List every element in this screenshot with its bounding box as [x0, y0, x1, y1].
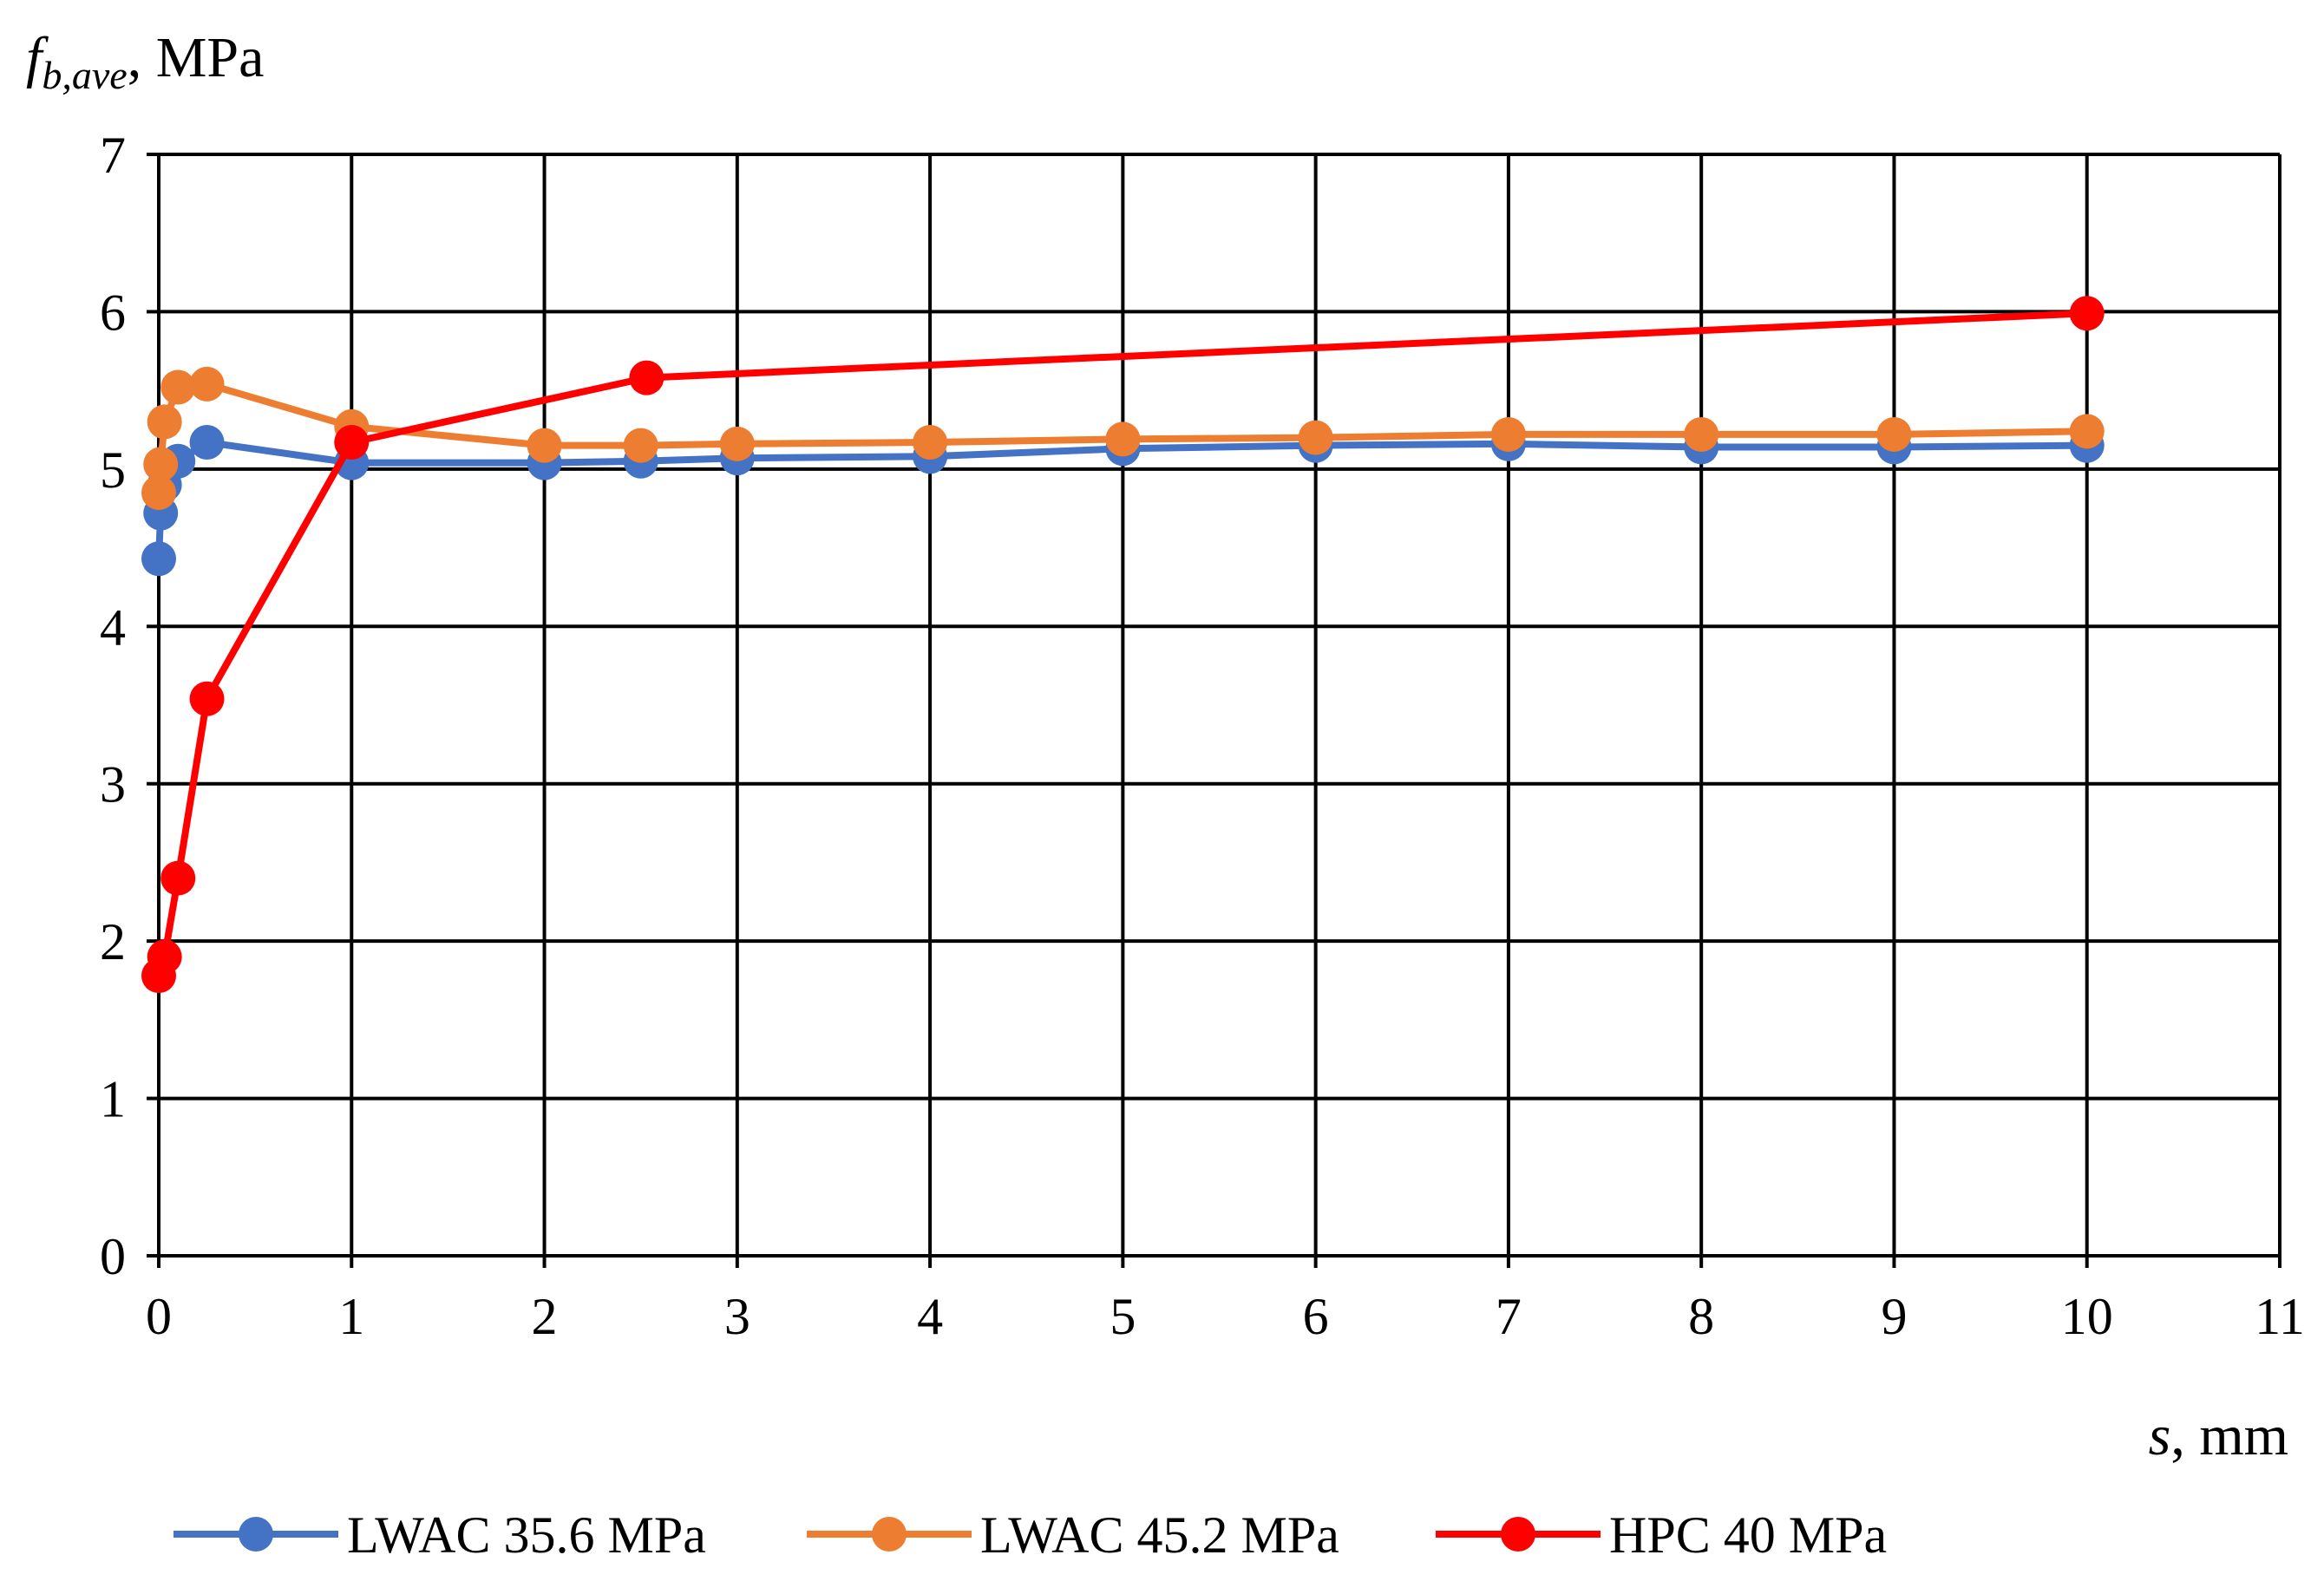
x-tick-label: 4 — [917, 1288, 943, 1345]
y-tick-label: 7 — [100, 127, 126, 184]
data-point — [141, 475, 176, 511]
data-point — [1105, 421, 1141, 457]
data-point — [141, 541, 176, 577]
y-tick-label: 1 — [100, 1071, 126, 1128]
legend-label: HPC 40 MPa — [1609, 1506, 1887, 1564]
data-point — [334, 425, 370, 461]
data-point — [1490, 416, 1526, 452]
legend-marker — [872, 1517, 907, 1552]
x-tick-label: 1 — [338, 1288, 364, 1345]
x-tick-label: 10 — [2061, 1288, 2113, 1345]
data-point — [147, 939, 182, 975]
data-point — [623, 428, 658, 463]
series-line — [155, 380, 2087, 493]
x-tick-label: 11 — [2255, 1288, 2305, 1345]
y-axis-title-sub: b,ave — [42, 53, 127, 97]
data-point — [1876, 416, 1912, 452]
legend-marker — [239, 1517, 273, 1552]
data-point — [719, 426, 755, 461]
x-axis-title: s, mm — [2149, 1404, 2288, 1467]
legend-label: LWAC 35.6 MPa — [347, 1506, 706, 1564]
x-axis-title-main: s — [2149, 1404, 2171, 1467]
x-tick-label: 5 — [1110, 1288, 1136, 1345]
data-point — [143, 447, 179, 482]
data-point — [1298, 420, 1333, 455]
y-axis-title: fb,ave, MPa — [26, 26, 264, 97]
y-tick-label: 5 — [100, 441, 126, 499]
data-point — [629, 360, 664, 395]
legend-item: LWAC 45.2 MPa — [807, 1506, 1339, 1564]
y-axis-title-unit: , MPa — [128, 26, 265, 89]
legend-label: LWAC 45.2 MPa — [980, 1506, 1339, 1564]
grid — [159, 153, 2281, 1256]
x-tick-label: 8 — [1688, 1288, 1714, 1345]
x-tick-label: 2 — [532, 1288, 558, 1345]
legend-item: HPC 40 MPa — [1436, 1506, 1887, 1564]
data-point — [160, 369, 196, 405]
x-tick-label: 0 — [146, 1288, 172, 1345]
data-point — [1684, 416, 1719, 452]
legend-item: LWAC 35.6 MPa — [173, 1506, 706, 1564]
series-3 — [141, 296, 2105, 994]
tick-labels: 0 1 2 3 4 5 6 7 8 9 10 11 0 1 2 3 4 5 6 7 — [100, 127, 2305, 1345]
y-tick-label: 2 — [100, 913, 126, 970]
x-tick-label: 9 — [1881, 1288, 1907, 1345]
y-tick-label: 0 — [100, 1228, 126, 1285]
legend: LWAC 35.6 MPa LWAC 45.2 MPa HPC 40 MPa — [173, 1506, 1887, 1564]
series-group — [141, 296, 2105, 994]
data-point — [527, 428, 562, 463]
legend-marker — [1501, 1517, 1535, 1552]
x-axis-title-unit: , mm — [2170, 1404, 2288, 1467]
x-tick-label: 7 — [1496, 1288, 1522, 1345]
data-point — [160, 860, 196, 896]
data-point — [2069, 414, 2105, 449]
data-point — [189, 366, 225, 402]
y-tick-label: 3 — [100, 756, 126, 813]
series-2 — [141, 366, 2105, 511]
y-tick-label: 6 — [100, 284, 126, 341]
data-point — [2069, 296, 2105, 331]
x-tick-label: 3 — [724, 1288, 750, 1345]
y-tick-label: 4 — [100, 598, 126, 656]
data-point — [189, 425, 225, 461]
x-tick-label: 6 — [1303, 1288, 1329, 1345]
data-point — [147, 404, 182, 440]
data-point — [189, 681, 225, 716]
data-point — [913, 425, 948, 461]
